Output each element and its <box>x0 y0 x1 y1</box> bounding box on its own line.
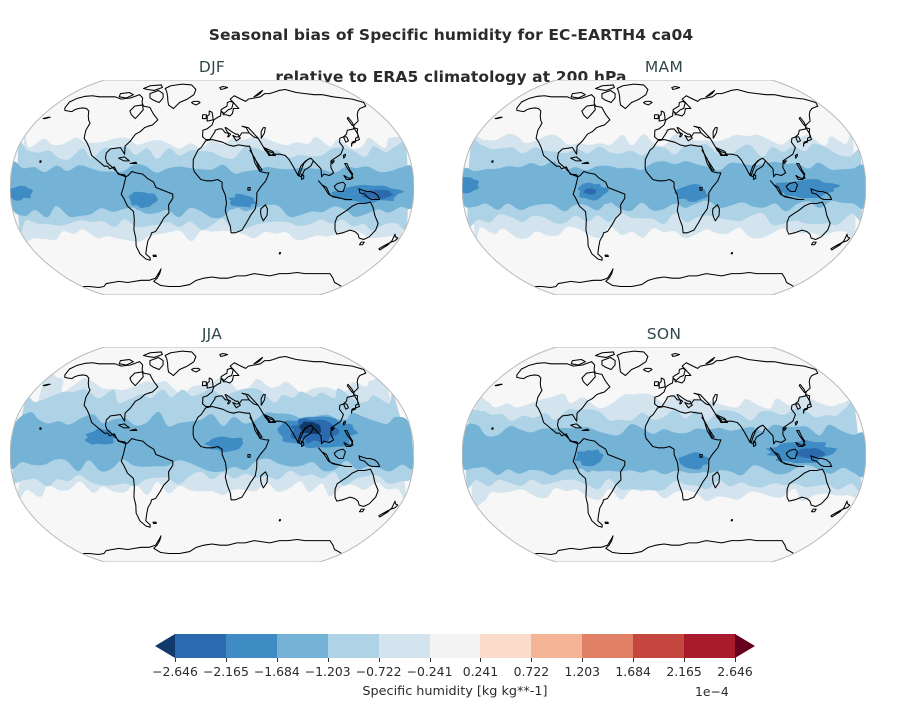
contour-fills <box>10 132 414 243</box>
colorbar-tick-label: 1.684 <box>615 664 651 679</box>
contour-fills <box>462 393 866 507</box>
colorbar-tick <box>225 658 227 662</box>
map-mam <box>462 80 866 295</box>
colorbar-tick <box>684 658 686 662</box>
colorbar-tick <box>735 658 736 662</box>
panel-mam: MAM <box>462 58 866 303</box>
colorbar-tick-label: −0.722 <box>355 664 402 679</box>
map-frame <box>10 80 414 295</box>
figure-title-line1: Seasonal bias of Specific humidity for E… <box>208 26 694 44</box>
colorbar-band <box>531 634 583 658</box>
map-svg-son <box>462 347 866 562</box>
map-svg-djf <box>10 80 414 295</box>
colorbar-band <box>480 634 532 658</box>
panel-title-djf: DJF <box>198 58 226 76</box>
colorbar-tick <box>276 658 278 662</box>
map-son <box>462 347 866 562</box>
panel-title-son: SON <box>646 325 682 343</box>
map-frame <box>462 347 866 562</box>
colorbar-tick-label: 1.203 <box>564 664 600 679</box>
colorbar-tick-label: −0.241 <box>406 664 453 679</box>
coastlines <box>491 83 851 289</box>
panel-son: SON <box>462 325 866 570</box>
colorbar-tick-label: −2.165 <box>202 664 249 679</box>
coastlines <box>39 350 399 556</box>
colorbar-extend-max <box>735 634 755 658</box>
colorbar-tick-label: 2.165 <box>666 664 702 679</box>
panel-title-mam: MAM <box>644 58 684 76</box>
panel-djf: DJF <box>10 58 414 303</box>
colorbar-extend-min <box>155 634 175 658</box>
colorbar-label: Specific humidity [kg kg**-1] <box>362 684 548 699</box>
map-djf <box>10 80 414 295</box>
contour-fills <box>462 132 866 241</box>
colorbar-exponent: 1e−4 <box>695 684 729 699</box>
colorbar-tick-label: −1.684 <box>253 664 300 679</box>
colorbar-tick <box>480 658 482 662</box>
map-jja <box>10 347 414 562</box>
colorbar-band <box>429 634 482 658</box>
colorbar-tick <box>531 658 533 662</box>
map-svg-jja <box>10 347 414 562</box>
colorbar-tick-label: 0.722 <box>513 664 550 679</box>
coastlines <box>39 83 399 289</box>
colorbar-band <box>633 634 685 658</box>
colorbar-tick-label: 2.646 <box>717 664 753 679</box>
colorbar-band <box>175 634 227 658</box>
map-frame <box>462 80 866 295</box>
colorbar-tick <box>175 658 176 662</box>
colorbar-tick <box>378 658 380 662</box>
panel-jja: JJA <box>10 325 414 570</box>
colorbar: −2.646 −2.165 −1.684 −1.203 −0.722 −0.241 0.24… <box>152 634 755 708</box>
colorbar-band <box>582 634 634 658</box>
map-frame <box>10 347 414 562</box>
colorbar-band <box>276 634 329 658</box>
colorbar-band <box>378 634 431 658</box>
colorbar-tick <box>429 658 431 662</box>
colorbar-band <box>327 634 380 658</box>
colorbar-tick-label: −1.203 <box>304 664 351 679</box>
colorbar-tick <box>633 658 635 662</box>
colorbar-tick-label: 0.241 <box>462 664 499 679</box>
map-svg-mam <box>462 80 866 295</box>
colorbar-band <box>225 634 278 658</box>
panel-title-jja: JJA <box>201 325 223 343</box>
colorbar-band <box>684 634 736 658</box>
colorbar-tick <box>582 658 584 662</box>
colorbar-tick <box>327 658 329 662</box>
colorbar-tick-label: −2.646 <box>152 664 198 679</box>
coastlines <box>491 350 851 556</box>
